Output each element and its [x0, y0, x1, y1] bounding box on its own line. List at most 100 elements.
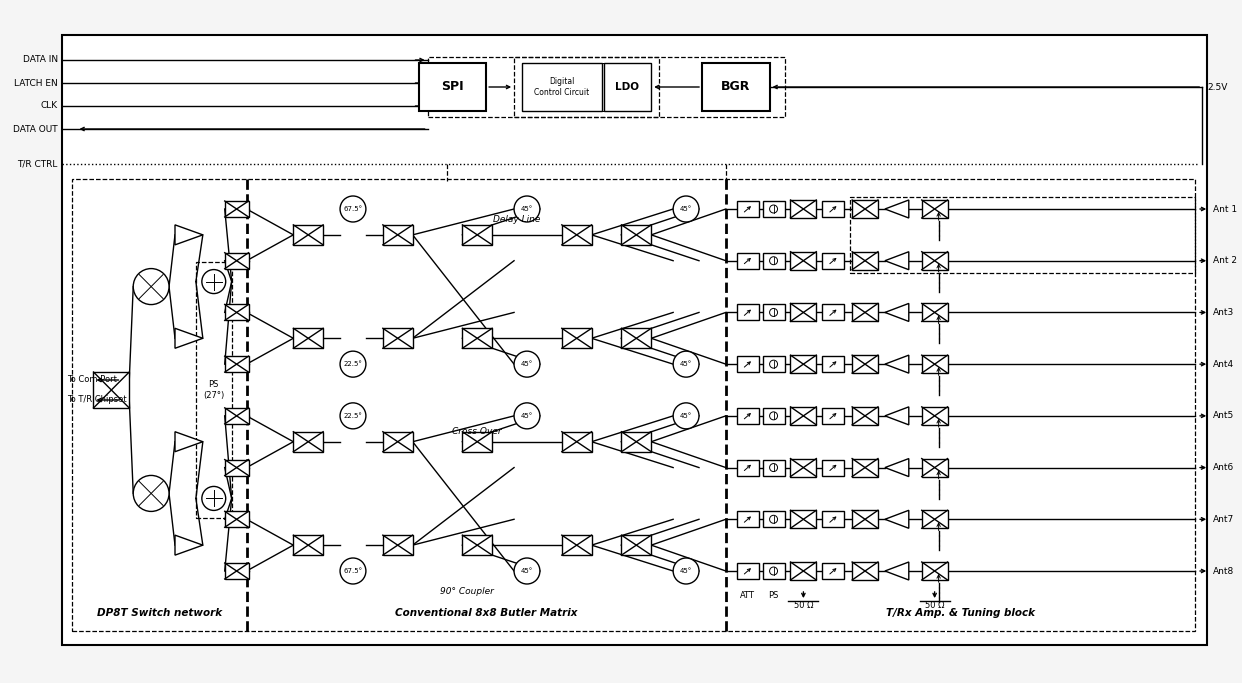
Bar: [790, 458, 816, 477]
Circle shape: [514, 196, 540, 222]
Bar: [922, 303, 948, 322]
Bar: [604, 63, 651, 111]
Text: Ant4: Ant4: [1213, 360, 1235, 369]
Bar: [427, 57, 785, 117]
Bar: [790, 200, 816, 218]
Text: 22.5°: 22.5°: [344, 361, 363, 367]
Bar: [561, 535, 591, 555]
Bar: [196, 262, 232, 518]
Bar: [419, 63, 486, 111]
Bar: [561, 432, 591, 451]
Bar: [822, 253, 845, 268]
Text: 67.5°: 67.5°: [344, 568, 363, 574]
Text: 45°: 45°: [520, 206, 533, 212]
Polygon shape: [886, 458, 909, 477]
Polygon shape: [175, 329, 202, 348]
Bar: [790, 510, 816, 528]
Text: DATA OUT: DATA OUT: [14, 124, 57, 133]
Text: Ant6: Ant6: [1213, 463, 1235, 472]
Text: Cross Over: Cross Over: [452, 427, 502, 436]
Text: SPI: SPI: [441, 81, 463, 94]
Text: 2.5V: 2.5V: [1207, 83, 1227, 92]
Text: DP8T Switch network: DP8T Switch network: [97, 608, 221, 618]
Bar: [530, 63, 651, 103]
Bar: [850, 197, 1195, 273]
Bar: [763, 356, 785, 372]
Bar: [514, 57, 660, 117]
Bar: [383, 535, 412, 555]
Bar: [225, 512, 248, 527]
Bar: [822, 305, 845, 320]
Bar: [737, 201, 759, 217]
Bar: [737, 460, 759, 475]
Bar: [922, 458, 948, 477]
Bar: [462, 225, 492, 245]
Bar: [225, 460, 248, 475]
Polygon shape: [886, 252, 909, 270]
Bar: [822, 460, 845, 475]
Bar: [763, 253, 785, 268]
Bar: [621, 329, 651, 348]
Bar: [822, 408, 845, 424]
Text: 45°: 45°: [520, 413, 533, 419]
Text: Ant 2: Ant 2: [1213, 256, 1237, 265]
Bar: [225, 408, 248, 424]
Circle shape: [340, 403, 366, 429]
Circle shape: [514, 558, 540, 584]
Bar: [763, 460, 785, 475]
Circle shape: [770, 257, 777, 265]
Polygon shape: [886, 510, 909, 528]
Bar: [524, 63, 651, 109]
Bar: [822, 512, 845, 527]
Text: PS
(27°): PS (27°): [204, 380, 225, 400]
Text: 45°: 45°: [520, 361, 533, 367]
Text: 45°: 45°: [679, 568, 692, 574]
Bar: [383, 432, 412, 451]
Circle shape: [340, 351, 366, 377]
Bar: [293, 535, 323, 555]
Bar: [763, 563, 785, 579]
Bar: [737, 512, 759, 527]
Text: 67.5°: 67.5°: [344, 206, 363, 212]
Circle shape: [673, 351, 699, 377]
Bar: [225, 563, 248, 579]
Bar: [702, 63, 770, 111]
Text: 45°: 45°: [679, 413, 692, 419]
Text: 90° Coupler: 90° Coupler: [441, 587, 494, 596]
Bar: [922, 252, 948, 270]
Bar: [225, 253, 248, 268]
Bar: [737, 563, 759, 579]
Bar: [790, 407, 816, 425]
Bar: [737, 408, 759, 424]
Circle shape: [202, 270, 226, 294]
Polygon shape: [886, 200, 909, 218]
Bar: [621, 535, 651, 555]
Text: 50 Ω: 50 Ω: [925, 602, 944, 611]
Bar: [822, 201, 845, 217]
Text: PS: PS: [769, 591, 779, 600]
Circle shape: [202, 486, 226, 510]
Text: 45°: 45°: [520, 568, 533, 574]
Circle shape: [673, 558, 699, 584]
Text: Ant3: Ant3: [1213, 308, 1235, 317]
Bar: [922, 355, 948, 373]
Polygon shape: [886, 355, 909, 373]
Circle shape: [770, 464, 777, 471]
Text: Ant5: Ant5: [1213, 411, 1235, 420]
Polygon shape: [175, 225, 202, 245]
Text: DATA IN: DATA IN: [22, 55, 57, 64]
Bar: [852, 355, 878, 373]
Text: 50 Ω: 50 Ω: [794, 602, 814, 611]
Circle shape: [770, 360, 777, 368]
Text: ATT: ATT: [740, 591, 755, 600]
Circle shape: [673, 196, 699, 222]
Circle shape: [770, 205, 777, 213]
Text: LDO: LDO: [615, 82, 640, 92]
Bar: [225, 356, 248, 372]
Circle shape: [133, 268, 169, 305]
Bar: [293, 329, 323, 348]
Text: Delay Line: Delay Line: [493, 215, 540, 224]
Bar: [293, 225, 323, 245]
Bar: [922, 510, 948, 528]
Bar: [852, 458, 878, 477]
